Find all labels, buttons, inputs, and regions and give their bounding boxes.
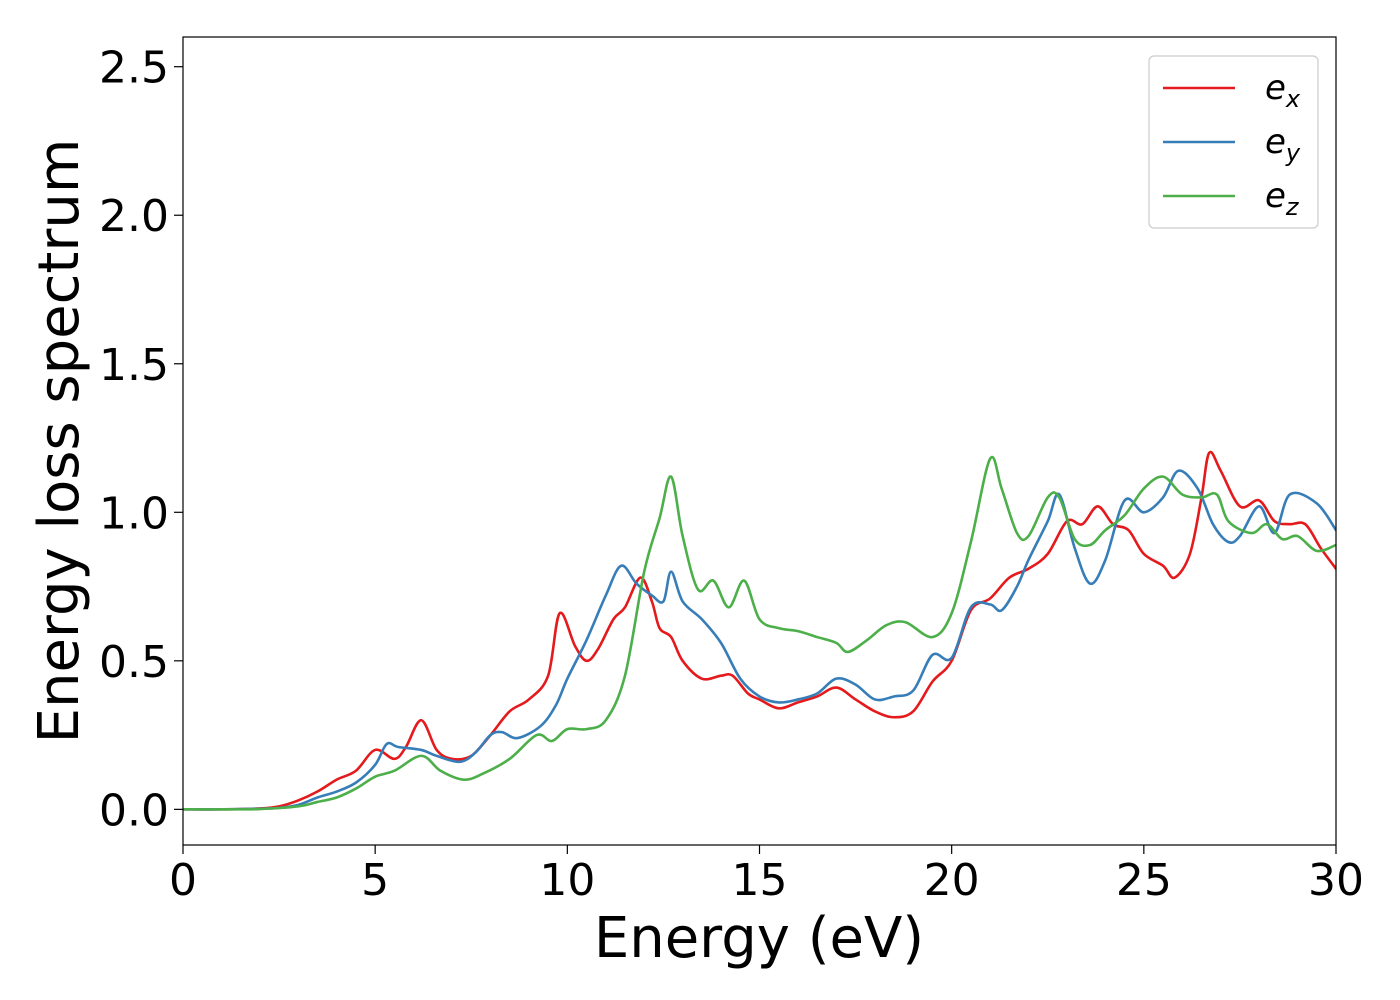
x-axis: 0 5 10 15 20 25 30 <box>169 845 1364 906</box>
series-layer <box>183 450 1336 811</box>
y-tick-label: 2.5 <box>99 43 169 94</box>
y-tick-label: 1.0 <box>99 488 169 539</box>
x-tick-label: 5 <box>361 855 389 906</box>
legend-label-subscript: y <box>1285 139 1301 167</box>
x-tick-label: 10 <box>539 855 595 906</box>
y-tick-label: 0.5 <box>99 637 169 688</box>
y-tick-label: 0.0 <box>99 785 169 836</box>
legend-label-subscript: z <box>1285 193 1300 221</box>
series-line-ey <box>183 469 1336 811</box>
y-tick-label: 1.5 <box>99 340 169 391</box>
x-tick-label: 20 <box>924 855 980 906</box>
x-tick-label: 25 <box>1116 855 1172 906</box>
series-line-ex <box>183 450 1336 811</box>
legend-label-subscript: x <box>1285 85 1301 113</box>
y-axis: 0.0 0.5 1.0 1.5 2.0 2.5 <box>99 43 183 836</box>
y-axis-title: Energy loss spectrum <box>27 139 92 744</box>
x-axis-title: Energy (eV) <box>594 906 924 971</box>
legend-label: ez <box>1265 176 1300 221</box>
series-line-ez <box>183 455 1336 811</box>
x-tick-label: 15 <box>732 855 788 906</box>
y-tick-label: 2.0 <box>99 191 169 242</box>
x-tick-label: 0 <box>169 855 197 906</box>
x-tick-label: 30 <box>1308 855 1364 906</box>
